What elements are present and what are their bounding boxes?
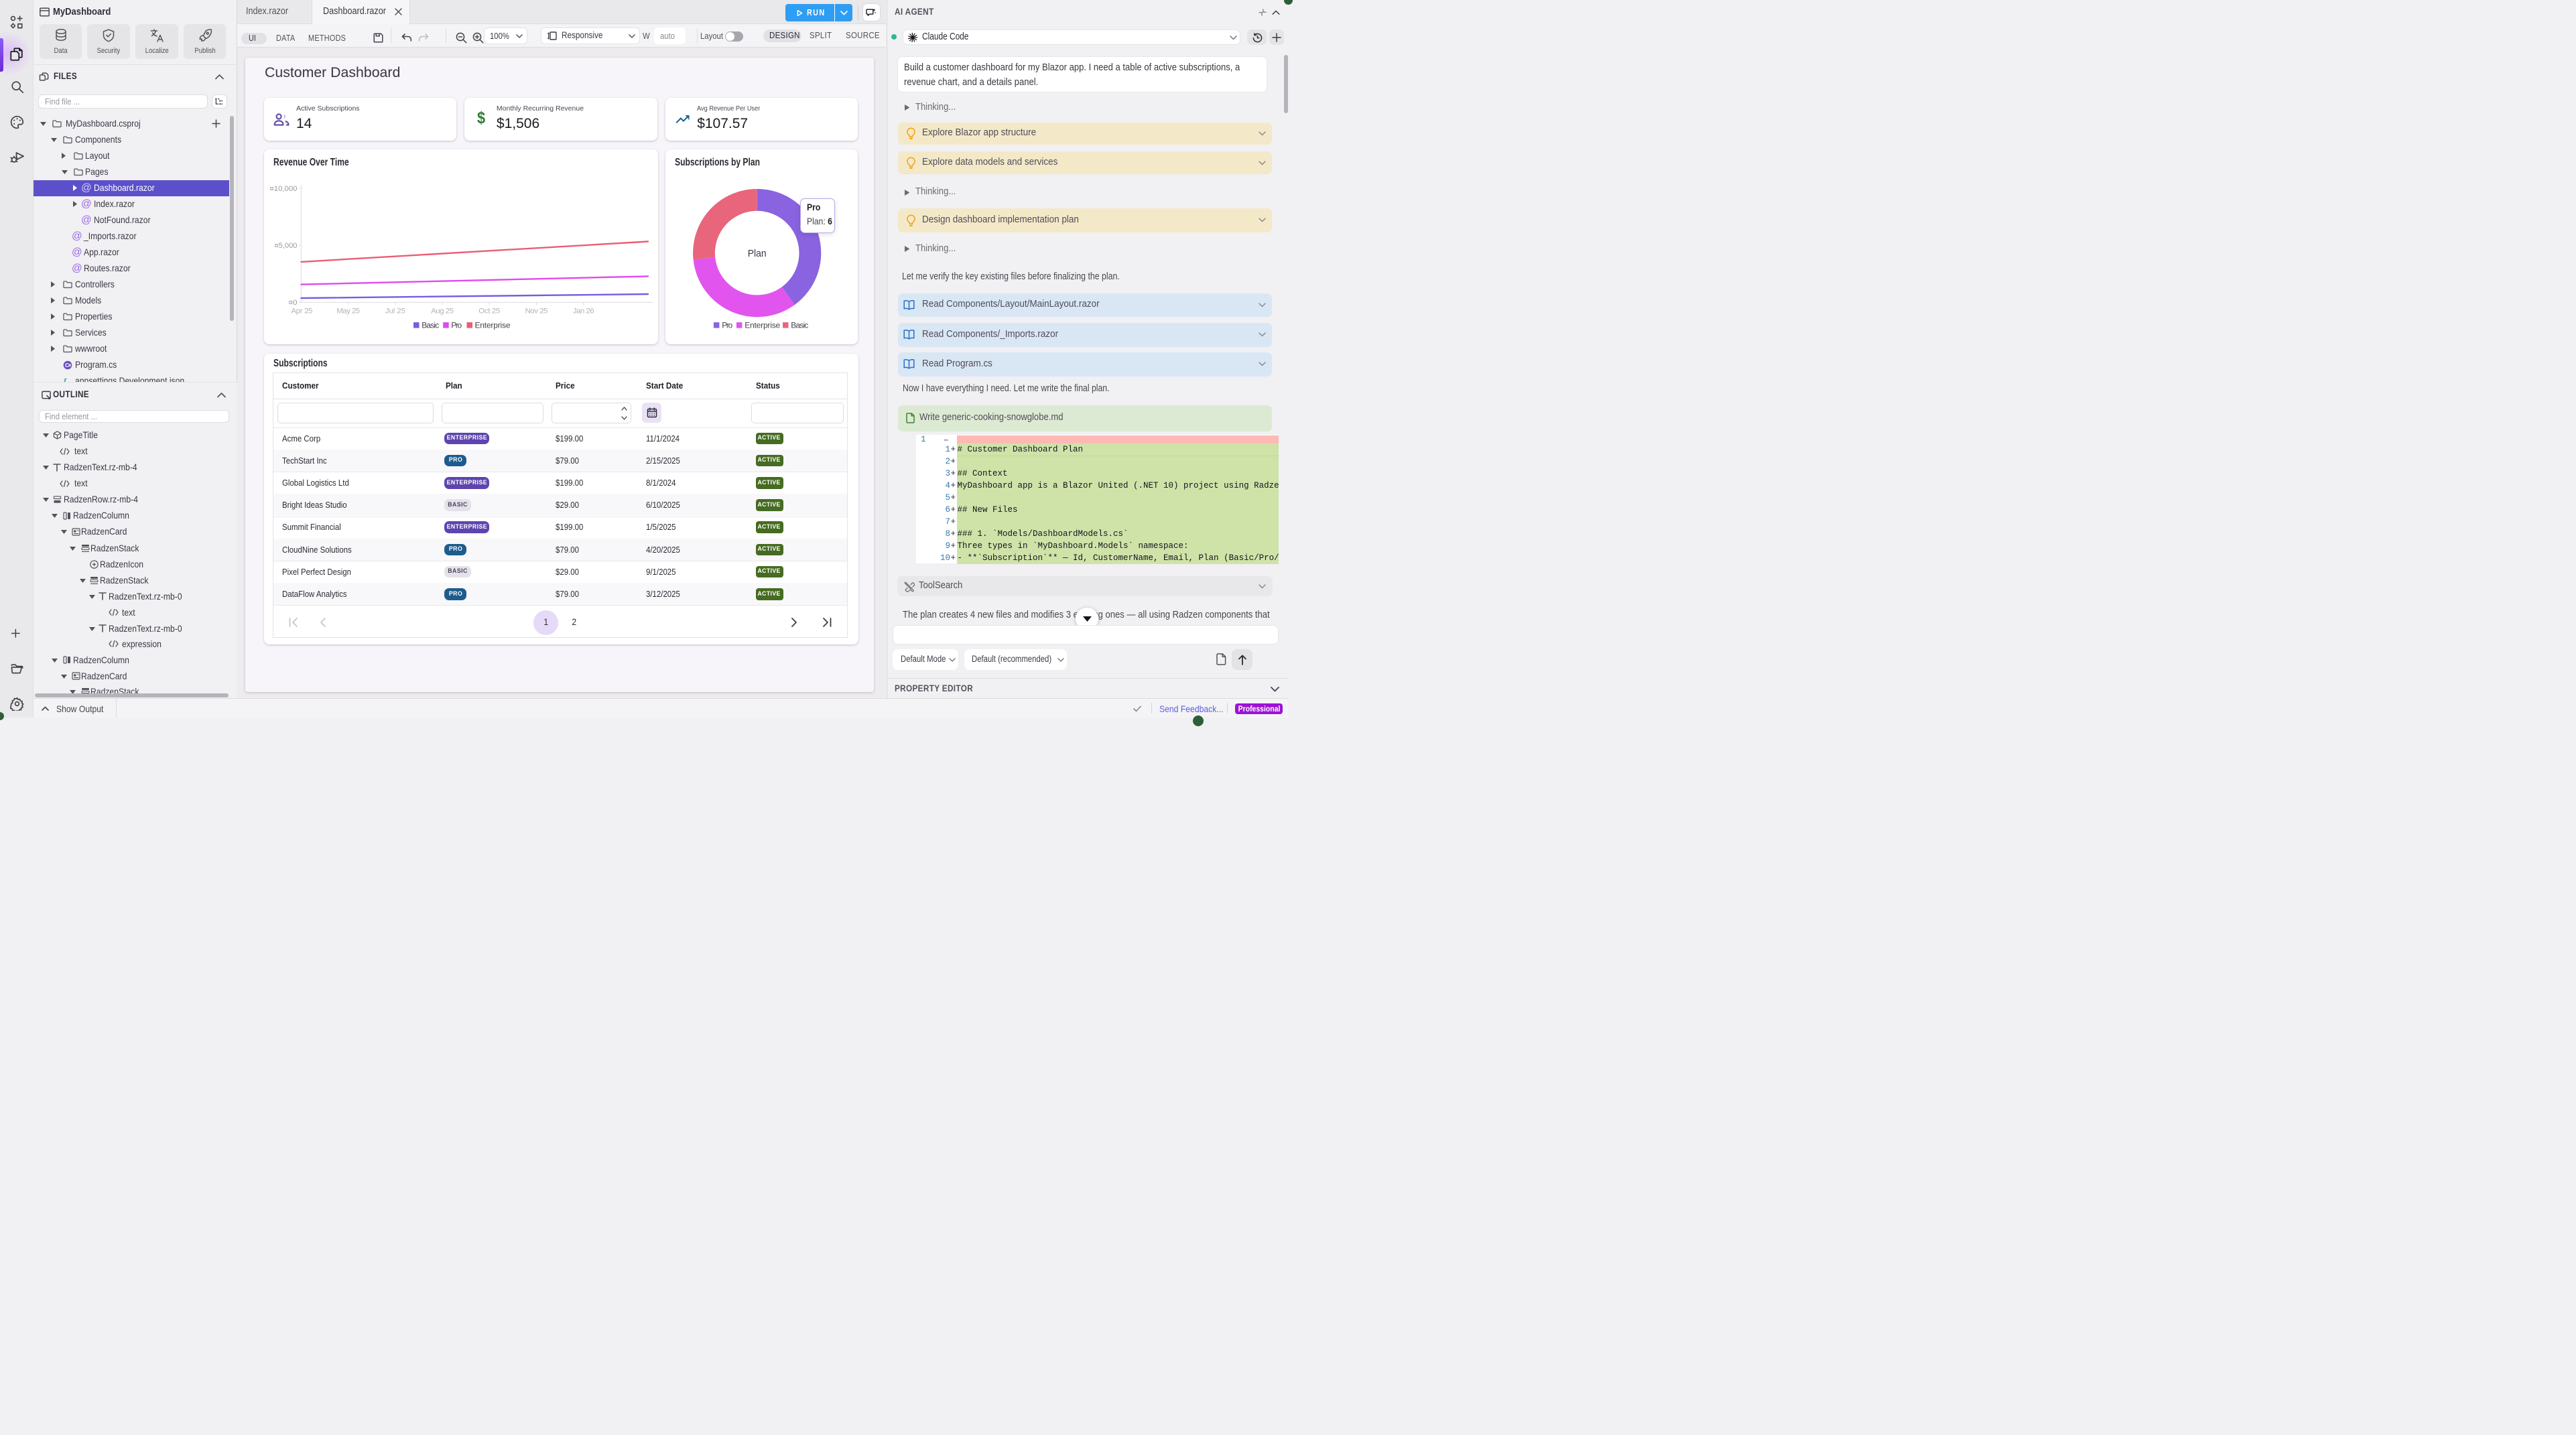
svg-text:Pro: Pro xyxy=(451,320,462,330)
svg-text:Enterprise: Enterprise xyxy=(474,320,510,330)
svg-text:Pro: Pro xyxy=(722,320,732,330)
svg-text:Nov 25: Nov 25 xyxy=(525,307,548,315)
svg-text:¤5,000: ¤5,000 xyxy=(274,242,297,250)
svg-text:Jan 26: Jan 26 xyxy=(572,307,594,315)
svg-text:May 25: May 25 xyxy=(336,307,360,315)
svg-text:Apr 25: Apr 25 xyxy=(291,307,312,315)
svg-text:¤0: ¤0 xyxy=(288,299,297,307)
svg-text:Aug 25: Aug 25 xyxy=(431,307,454,315)
svg-text:Enterprise: Enterprise xyxy=(745,320,780,330)
svg-text:Basic: Basic xyxy=(422,320,439,330)
svg-text:Plan: Plan xyxy=(747,249,766,259)
svg-text:C: C xyxy=(65,362,69,368)
svg-text:Oct 25: Oct 25 xyxy=(478,307,500,315)
svg-text:Basic: Basic xyxy=(791,320,808,330)
svg-text:¤10,000: ¤10,000 xyxy=(269,185,297,193)
svg-text:Jul 25: Jul 25 xyxy=(385,307,405,315)
